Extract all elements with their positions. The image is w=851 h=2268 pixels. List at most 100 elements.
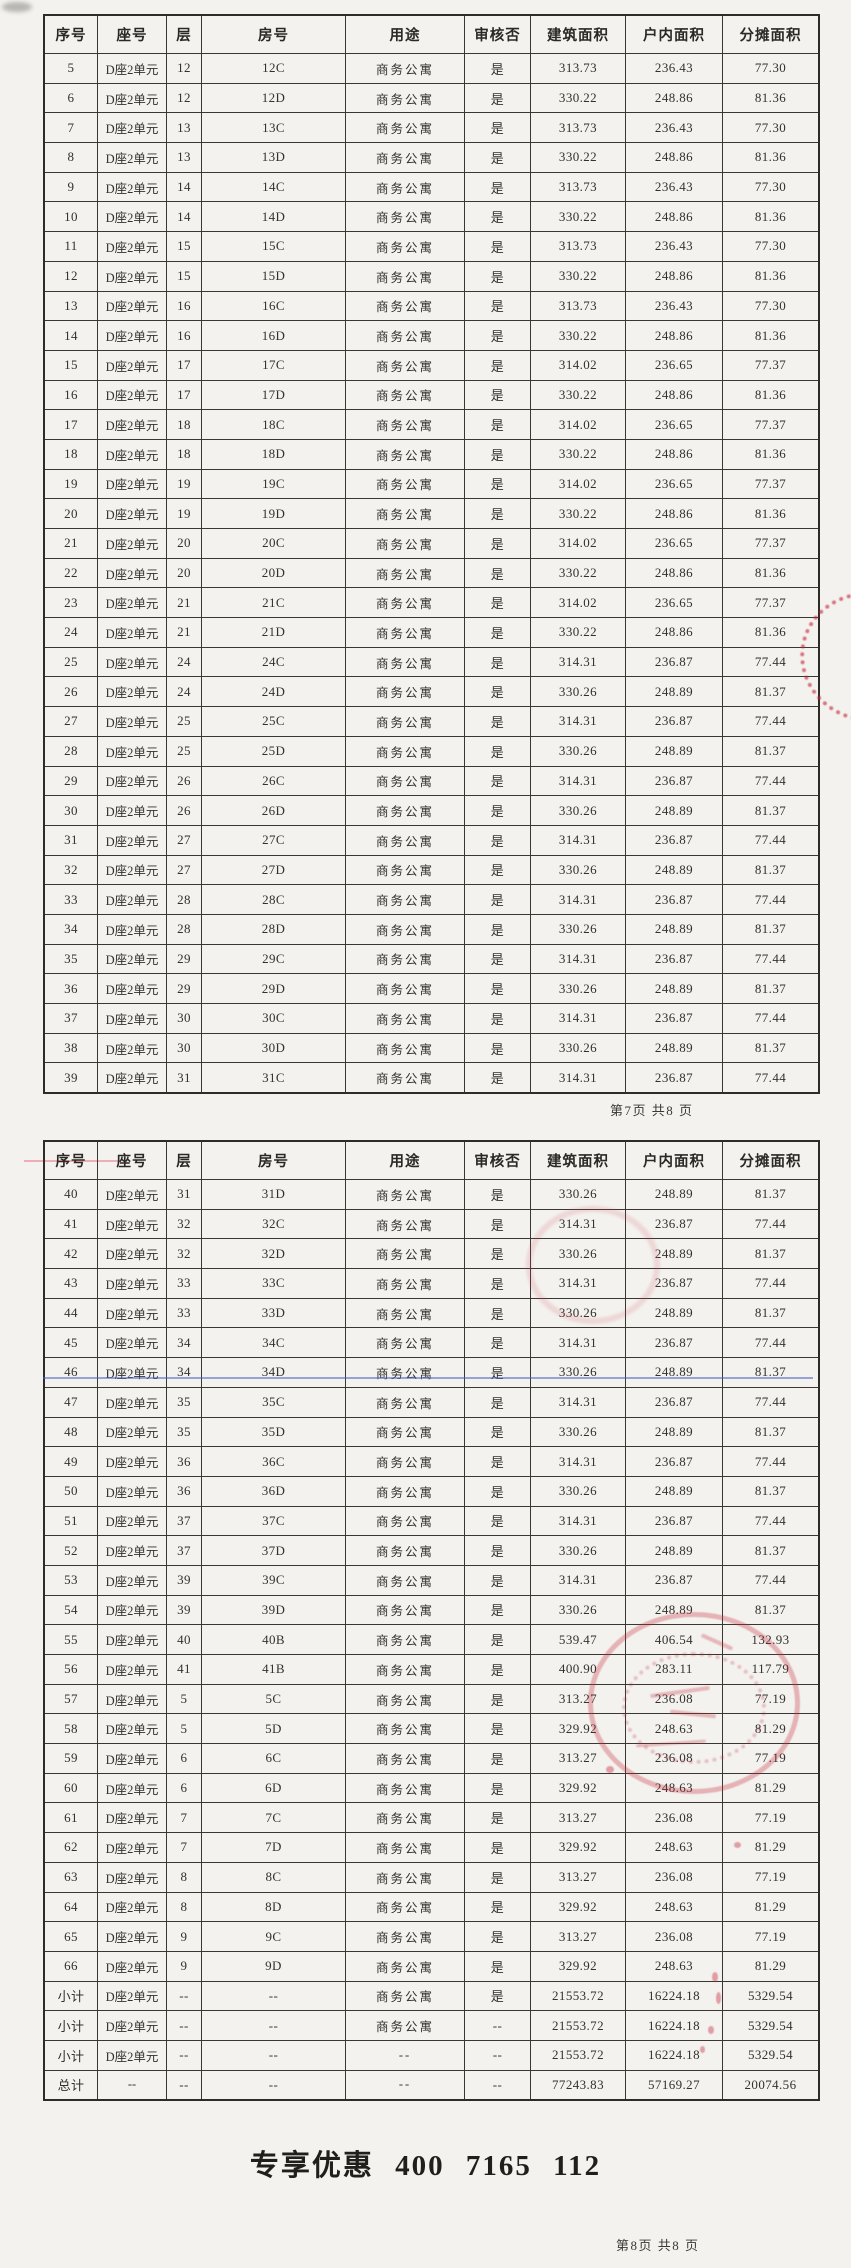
table-cell: 248.86	[625, 142, 723, 173]
column-header: 审核否	[464, 1140, 531, 1180]
table-cell: 12	[166, 53, 202, 84]
table-cell: 是	[464, 1208, 531, 1240]
header-row: 序号 座号层房号 用途 审核否 建筑面积 户内面积 分摊面积	[43, 1140, 820, 1180]
table-row: 16 D座2单元 17 17D 商务公寓是 330.22 248.86 81.36	[43, 379, 820, 411]
table-cell: D座2单元	[97, 1861, 167, 1893]
table-cell: 36	[166, 1475, 202, 1507]
table-cell: 31C	[201, 1062, 346, 1094]
table-cell: D座2单元	[97, 498, 167, 529]
table-cell: 329.92	[530, 1713, 626, 1745]
table-cell: 是	[464, 260, 531, 292]
column-header: 审核否	[464, 14, 531, 54]
table-cell: 32	[166, 1208, 202, 1240]
table-cell: 是	[464, 1032, 531, 1064]
table-cell: 314.31	[530, 884, 626, 915]
table-row: 54 D座2单元 39 39D 商务公寓是 330.26 248.89 81.37	[43, 1594, 820, 1626]
table-cell: 17C	[201, 349, 346, 381]
table-cell: 21C	[201, 587, 346, 619]
table-cell: 12	[166, 82, 202, 114]
table-row: 26 D座2单元 24 24D 商务公寓是 330.26 248.89 81.37	[43, 676, 820, 708]
table-cell: 8C	[201, 1861, 346, 1893]
table-cell: 132.93	[722, 1624, 820, 1655]
table-cell: 77.44	[722, 1003, 820, 1034]
table-cell: 58	[43, 1713, 98, 1745]
table-row: 46 D座2单元 34 34D 商务公寓是 330.26 248.89 81.37	[43, 1357, 820, 1388]
table-row: 55 D座2单元 40 40B 商务公寓是 539.47 406.54 132.93	[43, 1624, 820, 1655]
table-cell: 是	[464, 1268, 531, 1299]
table-cell: 314.31	[530, 1446, 626, 1477]
table-cell: 314.31	[530, 1564, 626, 1596]
table-cell: 34	[43, 913, 98, 945]
table-cell: 27D	[201, 854, 346, 886]
table-row: 50 D座2单元 36 36D 商务公寓是 330.26 248.89 81.37	[43, 1475, 820, 1507]
table-cell: 是	[464, 171, 531, 203]
table-cell: 19	[166, 468, 202, 500]
table-cell: 5329.54	[722, 2039, 820, 2071]
table-cell: --	[201, 1980, 346, 2012]
table-row: 6 D座2单元 12 12D 商务公寓是 330.22 248.86 81.36	[43, 82, 820, 114]
table-cell: 商务公寓	[345, 1832, 465, 1863]
table-cell: 77.37	[722, 587, 820, 619]
table-cell: 27	[43, 706, 98, 737]
table-cell: 248.86	[625, 201, 723, 233]
table-cell: 总计	[43, 2069, 98, 2101]
table-cell: 29	[43, 765, 98, 797]
table-cell: 314.31	[530, 1208, 626, 1240]
table-cell: 商务公寓	[345, 260, 465, 292]
table-cell: 商务公寓	[345, 1208, 465, 1240]
table-cell: D座2单元	[97, 1062, 167, 1094]
table-cell: 330.26	[530, 1357, 626, 1388]
table-cell: --	[345, 2069, 465, 2101]
table-cell: 49	[43, 1446, 98, 1477]
table-cell: 77.44	[722, 824, 820, 856]
table-cell: 248.63	[625, 1832, 723, 1863]
table-row: 7 D座2单元 13 13C 商务公寓是 313.73 236.43 77.30	[43, 112, 820, 144]
table-cell: D座2单元	[97, 2039, 167, 2071]
table-cell: 248.63	[625, 1713, 723, 1745]
table-cell: 77243.83	[530, 2069, 626, 2101]
table-cell: D座2单元	[97, 53, 167, 84]
table-cell: 65	[43, 1921, 98, 1952]
table-cell: D座2单元	[97, 1003, 167, 1034]
table-cell: 商务公寓	[345, 112, 465, 144]
table-cell: 313.73	[530, 171, 626, 203]
table-cell: 是	[464, 1386, 531, 1418]
table-row: 63 D座2单元 8 8C 商务公寓是 313.27 236.08 77.19	[43, 1861, 820, 1893]
table-cell: 商务公寓	[345, 765, 465, 797]
table-cell: 77.37	[722, 349, 820, 381]
table-cell: 330.26	[530, 795, 626, 826]
table-cell: 32C	[201, 1208, 346, 1240]
table-cell: 330.22	[530, 498, 626, 529]
table-cell: 商务公寓	[345, 1861, 465, 1893]
table-cell: 81.36	[722, 379, 820, 411]
table-cell: 35C	[201, 1386, 346, 1418]
table-cell: 236.87	[625, 1208, 723, 1240]
table-cell: 13	[166, 112, 202, 144]
table-cell: 13	[43, 290, 98, 322]
table-row: 20 D座2单元 19 19D 商务公寓是 330.22 248.86 81.36	[43, 498, 820, 529]
table-cell: 236.87	[625, 1062, 723, 1094]
table-cell: 商务公寓	[345, 231, 465, 262]
table-cell: 248.86	[625, 379, 723, 411]
table-cell: 330.26	[530, 913, 626, 945]
table-cell: 330.22	[530, 320, 626, 351]
table-cell: 是	[464, 1238, 531, 1270]
table-cell: 77.44	[722, 1505, 820, 1537]
table-cell: --	[166, 1980, 202, 2012]
column-header: 房号	[201, 14, 346, 54]
table-cell: 313.73	[530, 112, 626, 144]
table-cell: 商务公寓	[345, 854, 465, 886]
table-cell: 9	[43, 171, 98, 203]
table-cell: 28C	[201, 884, 346, 915]
table-cell: 248.89	[625, 1594, 723, 1626]
table-row: 总计 -- -- -- -- -- 77243.83 57169.27 20074.56	[43, 2069, 820, 2101]
table-cell: 236.43	[625, 112, 723, 144]
table-cell: 33	[166, 1268, 202, 1299]
table-cell: --	[201, 2039, 346, 2071]
table-cell: 236.87	[625, 1505, 723, 1537]
table-cell: 236.08	[625, 1683, 723, 1715]
table-cell: 28	[166, 913, 202, 945]
table-cell: 53	[43, 1564, 98, 1596]
table-cell: 314.02	[530, 409, 626, 440]
table-cell: D座2单元	[97, 438, 167, 470]
